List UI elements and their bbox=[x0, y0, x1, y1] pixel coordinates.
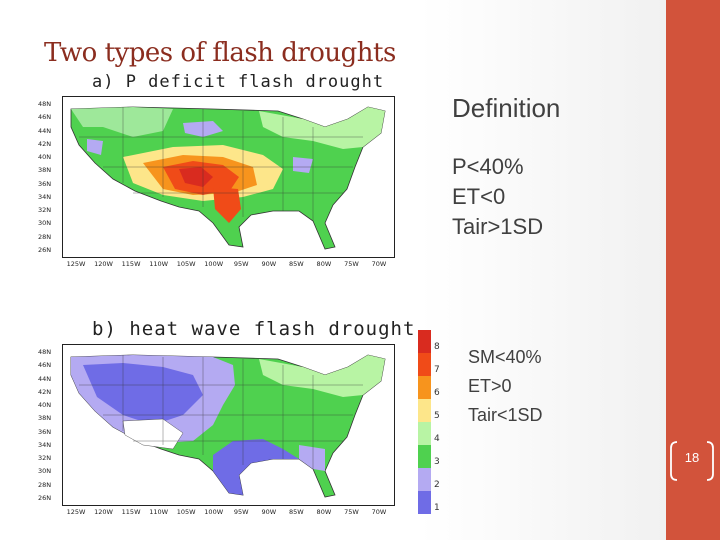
longitude-tick-label: 120W bbox=[94, 260, 113, 268]
map-panel-heat-wave: b) heat wave flash drought 48N 46N 44N 42N 4… bbox=[38, 318, 414, 520]
latitude-tick-label: 38N bbox=[38, 166, 52, 175]
latitude-tick-label: 36N bbox=[38, 427, 52, 436]
legend-swatch bbox=[418, 491, 431, 514]
map-a-latitude-labels: 48N 46N 44N 42N 40N 38N 36N 34N 32N 30N 28N 26N bbox=[38, 96, 60, 256]
latitude-tick-label: 42N bbox=[38, 387, 52, 396]
longitude-tick-label: 120W bbox=[94, 508, 113, 516]
latitude-tick-label: 42N bbox=[38, 139, 52, 148]
legend-label: 3 bbox=[434, 457, 440, 467]
longitude-tick-label: 115W bbox=[121, 508, 141, 516]
legend-label: 4 bbox=[434, 434, 440, 444]
latitude-tick-label: 30N bbox=[38, 467, 52, 476]
legend-label: 8 bbox=[434, 342, 440, 352]
legend-swatch bbox=[418, 422, 431, 445]
map-a-image bbox=[62, 96, 395, 258]
map-b-title: b) heat wave flash drought bbox=[92, 318, 416, 340]
bracket-icon bbox=[670, 441, 714, 481]
latitude-tick-label: 28N bbox=[38, 480, 52, 489]
longitude-tick-label: 70W bbox=[371, 260, 387, 268]
latitude-tick-label: 28N bbox=[38, 232, 52, 241]
latitude-tick-label: 48N bbox=[38, 348, 52, 356]
map-a-svg bbox=[63, 97, 394, 257]
latitude-tick-label: 34N bbox=[38, 440, 52, 449]
legend-label: 5 bbox=[434, 411, 440, 421]
latitude-tick-label: 46N bbox=[38, 361, 52, 370]
map-b-image bbox=[62, 344, 395, 506]
longitude-tick-label: 90W bbox=[261, 260, 277, 268]
legend-swatch bbox=[418, 468, 431, 491]
legend-label: 2 bbox=[434, 480, 440, 490]
latitude-tick-label: 32N bbox=[38, 454, 52, 463]
criteria-line: Tair<1SD bbox=[468, 405, 543, 425]
longitude-tick-label: 115W bbox=[121, 260, 141, 268]
map-b-longitude-labels: 125W 120W 115W 110W 105W 100W 95W 90W 85W 80W 75W 7… bbox=[62, 508, 393, 518]
latitude-tick-label: 32N bbox=[38, 206, 52, 215]
latitude-tick-label: 26N bbox=[38, 246, 52, 254]
map-b-svg bbox=[63, 345, 394, 505]
criteria-line: P<40% bbox=[452, 154, 524, 179]
latitude-tick-label: 44N bbox=[38, 126, 52, 135]
slide-title: Two types of flash droughts bbox=[44, 38, 396, 68]
legend-label: 6 bbox=[434, 388, 440, 398]
longitude-tick-label: 80W bbox=[316, 508, 332, 516]
legend-swatch bbox=[418, 353, 431, 376]
latitude-tick-label: 36N bbox=[38, 179, 52, 188]
legend-swatch bbox=[418, 445, 431, 468]
legend-label: 7 bbox=[434, 365, 440, 375]
longitude-tick-label: 85W bbox=[289, 508, 304, 516]
longitude-tick-label: 80W bbox=[316, 260, 332, 268]
longitude-tick-label: 95W bbox=[233, 508, 249, 516]
latitude-tick-label: 38N bbox=[38, 414, 52, 423]
criteria-line: ET<0 bbox=[452, 184, 506, 209]
longitude-tick-label: 85W bbox=[289, 260, 304, 268]
page-number: 18 bbox=[684, 450, 700, 465]
longitude-tick-label: 70W bbox=[371, 508, 387, 516]
latitude-tick-label: 40N bbox=[38, 153, 52, 162]
slide-background-fade bbox=[420, 0, 666, 540]
latitude-tick-label: 34N bbox=[38, 192, 52, 201]
map-panel-p-deficit: a) P deficit flash drought 48N 46N 44N 42N 4… bbox=[38, 72, 396, 272]
latitude-tick-label: 46N bbox=[38, 113, 52, 122]
longitude-tick-label: 125W bbox=[66, 508, 86, 516]
legend-swatch bbox=[418, 330, 431, 353]
longitude-tick-label: 105W bbox=[176, 508, 196, 516]
latitude-tick-label: 26N bbox=[38, 494, 52, 502]
longitude-tick-label: 90W bbox=[261, 508, 277, 516]
map-a-title: a) P deficit flash drought bbox=[92, 72, 385, 92]
latitude-tick-label: 30N bbox=[38, 219, 52, 228]
accent-side-bar bbox=[666, 0, 720, 540]
longitude-tick-label: 110W bbox=[149, 508, 169, 516]
map-b-latitude-labels: 48N 46N 44N 42N 40N 38N 36N 34N 32N 30N 28N 26N bbox=[38, 344, 60, 504]
longitude-tick-label: 105W bbox=[176, 260, 196, 268]
color-legend: 8 7 6 5 4 3 2 1 bbox=[418, 330, 458, 526]
map-a-longitude-labels: 125W 120W 115W 110W 105W 100W 95W 90W 85W 80W 75W 7… bbox=[62, 260, 393, 270]
criteria-line: SM<40% bbox=[468, 347, 542, 367]
criteria-line: ET>0 bbox=[468, 376, 512, 396]
longitude-tick-label: 75W bbox=[344, 260, 359, 268]
latitude-tick-label: 48N bbox=[38, 100, 52, 108]
longitude-tick-label: 95W bbox=[233, 260, 249, 268]
legend-label: 1 bbox=[434, 503, 440, 513]
definition-heading: Definition bbox=[452, 93, 561, 123]
legend-swatch bbox=[418, 376, 431, 399]
longitude-tick-label: 110W bbox=[149, 260, 169, 268]
longitude-tick-label: 75W bbox=[344, 508, 359, 516]
longitude-tick-label: 100W bbox=[204, 260, 224, 268]
latitude-tick-label: 40N bbox=[38, 401, 52, 410]
longitude-tick-label: 125W bbox=[66, 260, 86, 268]
latitude-tick-label: 44N bbox=[38, 374, 52, 383]
criteria-line: Tair>1SD bbox=[452, 214, 544, 239]
p-deficit-criteria: P<40% ET<0 Tair>1SD bbox=[452, 152, 543, 242]
page-number-box: 18 bbox=[667, 436, 717, 486]
heat-wave-criteria: SM<40% ET>0 Tair<1SD bbox=[468, 343, 543, 430]
legend-swatch bbox=[418, 399, 431, 422]
longitude-tick-label: 100W bbox=[204, 508, 224, 516]
